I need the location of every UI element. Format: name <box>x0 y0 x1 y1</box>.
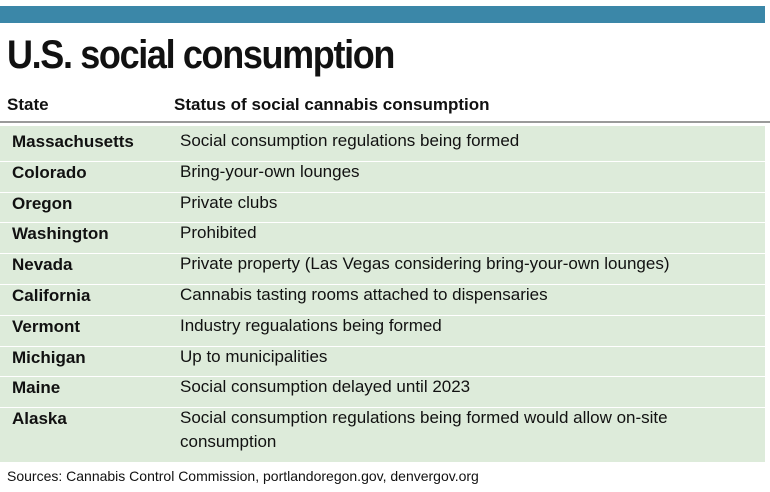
state-cell: Colorado <box>12 162 87 182</box>
status-cell: Industry regualations being formed <box>180 315 442 335</box>
status-cell: Up to municipalities <box>180 346 328 366</box>
state-cell: Vermont <box>12 316 81 336</box>
state-cell: Massachusetts <box>12 132 134 151</box>
column-header-status: Status of social cannabis consumption <box>174 95 490 114</box>
table-row: Vermont Industry regualations being forme… <box>0 315 765 347</box>
status-cell: Cannabis tasting rooms attached to dispe… <box>180 285 548 304</box>
table-row: Alaska Social consumption regulations bei… <box>0 407 765 461</box>
state-cell: Nevada <box>12 255 73 275</box>
source-note: Sources: Cannabis Control Commission, po… <box>7 468 479 484</box>
table-row: Colorado Bring-your-own lounges <box>0 161 765 193</box>
state-cell: Alaska <box>12 409 67 429</box>
table-row: Michigan Up to municipalities <box>0 346 765 378</box>
state-cell: California <box>12 286 91 305</box>
state-cell: Washington <box>12 224 109 244</box>
status-cell: Bring-your-own lounges <box>180 161 360 181</box>
table-body: Massachusetts Social consumption regulati… <box>0 126 765 462</box>
table-row: Washington Prohibited <box>0 222 765 255</box>
table-row: Massachusetts Social consumption regulati… <box>0 130 765 162</box>
header-divider <box>0 121 770 123</box>
state-cell: Oregon <box>12 193 73 213</box>
status-cell: Prohibited <box>180 223 257 243</box>
status-cell: Private property (Las Vegas considering … <box>180 254 670 274</box>
status-cell: Private clubs <box>180 192 278 212</box>
status-cell: Social consumption regulations being for… <box>180 408 668 452</box>
table-row: California Cannabis tasting rooms attache… <box>0 284 765 316</box>
status-cell: Social consumption regulations being for… <box>180 131 520 150</box>
state-cell: Michigan <box>12 347 86 367</box>
top-accent-bar <box>0 6 765 23</box>
table-row: Oregon Private clubs <box>0 192 765 224</box>
state-cell: Maine <box>12 378 61 398</box>
table-row: Nevada Private property (Las Vegas consid… <box>0 253 765 285</box>
column-header-state: State <box>7 95 49 114</box>
table-row: Maine Social consumption delayed until 20… <box>0 376 765 409</box>
status-cell: Social consumption delayed until 2023 <box>180 377 471 397</box>
table-header: State Status of social cannabis consumpt… <box>0 95 770 119</box>
page-title: U.S. social consumption <box>7 33 395 77</box>
